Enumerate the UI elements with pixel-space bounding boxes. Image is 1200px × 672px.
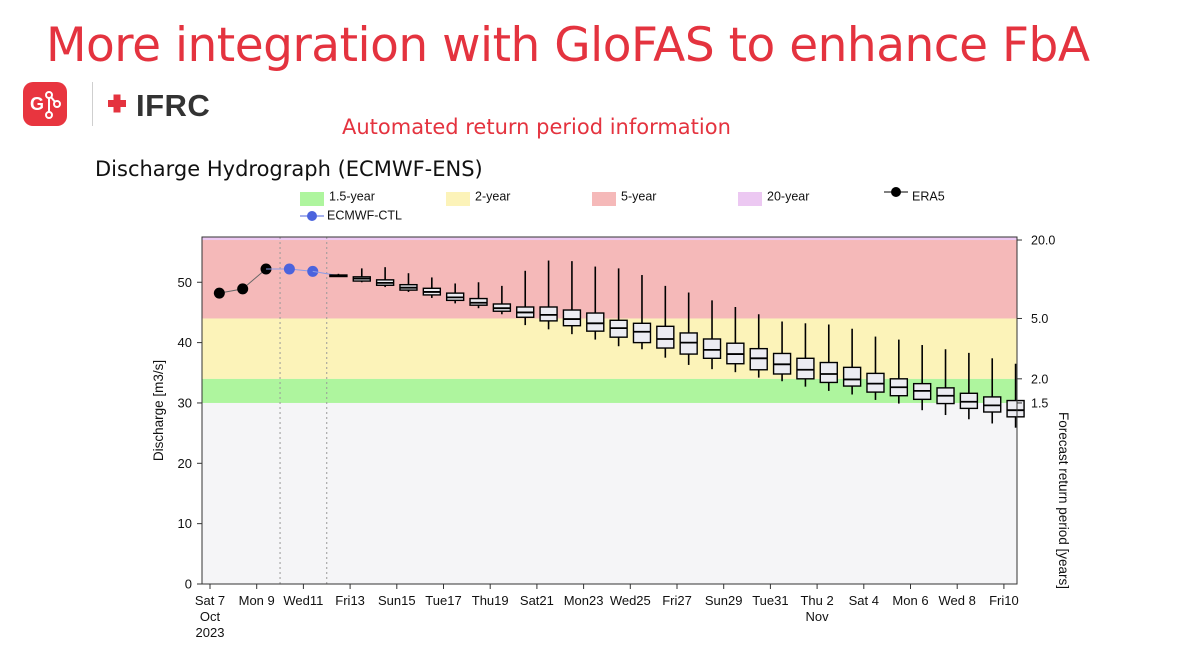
legend-swatch-1-5-year (300, 192, 324, 206)
series-layer (213, 260, 1025, 428)
legend-label-2-year: 2-year (475, 189, 510, 203)
legend-label-era5: ERA5 (912, 189, 945, 203)
box-iqr (749, 347, 768, 371)
x-tick-label: Fri10 (989, 593, 1019, 608)
x-tick-label: Tue31 (752, 593, 788, 608)
box-iqr (679, 332, 698, 355)
band-20-year (202, 237, 1017, 241)
era5-point (213, 287, 225, 299)
threshold-bands (202, 237, 1017, 584)
legend-label-20-year: 20-year (767, 189, 809, 203)
y2-axis-title: Forecast return period [years] (1056, 412, 1071, 589)
x-tick-label: Thu19 (472, 593, 509, 608)
glofas-logo: G (23, 82, 67, 126)
x-tick-label: Sat 4 (849, 593, 879, 608)
box-iqr (796, 357, 815, 380)
box-iqr (656, 325, 675, 349)
x-tick-label: Nov (806, 609, 830, 624)
x-tick-label: Oct (200, 609, 221, 624)
box-iqr (586, 312, 605, 332)
legend-label-ctl: ECMWF-CTL (327, 208, 402, 222)
x-tick-label: Mon 9 (239, 593, 275, 608)
box-iqr (632, 322, 652, 344)
band-5-year (202, 240, 1017, 319)
legend-marker-ctl (307, 211, 317, 221)
x-tick-label: Tue17 (425, 593, 461, 608)
box-iqr (819, 361, 838, 384)
box-iqr (959, 392, 979, 410)
legend-marker-era5 (891, 187, 901, 197)
y-axis-title: Discharge [m3/s] (151, 360, 166, 461)
legend-label-5-year: 5-year (621, 189, 656, 203)
legend-swatch-20-year (738, 192, 762, 206)
y2-tick-label: 5.0 (1031, 312, 1048, 326)
x-tick-label: Wed11 (283, 593, 323, 608)
box-iqr (842, 366, 862, 387)
plot-frame (201, 236, 1018, 585)
red-cross-crescent-icon (108, 93, 136, 115)
chart-legend: 1.5-year 2-year 5-year 20-year ERA5 ECMW… (300, 187, 945, 222)
x-tick-label: Sat 7 (195, 593, 225, 608)
slide-title: More integration with GloFAS to enhance … (46, 18, 1090, 73)
logo-divider (92, 82, 93, 126)
box-iqr (469, 297, 488, 306)
x-tick-label: Thu 2 (800, 593, 833, 608)
era5-point (237, 283, 249, 295)
y-tick-label: 30 (178, 395, 192, 410)
legend-swatch-2-year (446, 192, 470, 206)
box-iqr (983, 396, 1002, 413)
x-tick-label: Mon 6 (892, 593, 928, 608)
x-tick-label: Wed25 (610, 593, 651, 608)
y-tick-label: 20 (178, 456, 192, 471)
x-tick-label: 2023 (196, 625, 225, 640)
box-iqr (702, 338, 722, 359)
x-tick-label: Sun15 (378, 593, 416, 608)
x-tick-label: Fri13 (335, 593, 365, 608)
y-tick-label: 0 (185, 577, 192, 592)
legend-swatch-5-year (592, 192, 616, 206)
y-tick-label: 10 (178, 516, 192, 531)
ctl-point (283, 263, 295, 275)
y-tick-label: 50 (178, 275, 192, 290)
x-tick-label: Wed 8 (939, 593, 976, 608)
y2-tick-label: 1.5 (1031, 396, 1048, 410)
box-iqr (562, 309, 582, 327)
chart-title: Discharge Hydrograph (ECMWF-ENS) (95, 157, 483, 181)
box-iqr (866, 372, 885, 393)
box-iqr (539, 306, 558, 322)
legend-label-1-5-year: 1.5-year (329, 189, 375, 203)
x-tick-label: Sat21 (520, 593, 554, 608)
y2-tick-label: 2.0 (1031, 372, 1048, 386)
x-tick-label: Mon23 (564, 593, 604, 608)
x-tick-label: Sun29 (705, 593, 743, 608)
ifrc-logo-text: IFRC (136, 88, 211, 123)
y-tick-label: 40 (178, 335, 192, 350)
slide-subtitle: Automated return period information (342, 115, 731, 139)
y2-tick-label: 20.0 (1031, 234, 1055, 248)
glofas-logo-letter: G (30, 94, 44, 114)
x-tick-label: Fri27 (662, 593, 692, 608)
box-iqr (1006, 399, 1025, 418)
glofas-network-icon: G (30, 91, 61, 119)
